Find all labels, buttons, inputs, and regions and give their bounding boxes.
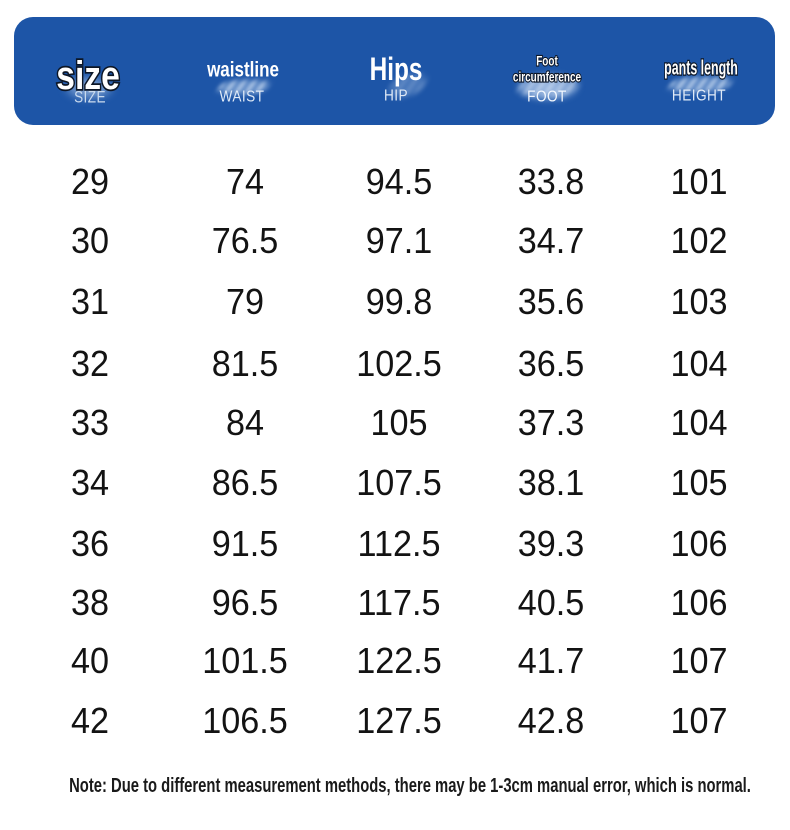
svg-text:Foot: Foot bbox=[536, 53, 558, 69]
svg-text:size: size bbox=[56, 53, 119, 97]
svg-text:pants length: pants length bbox=[664, 56, 738, 79]
svg-text:circumference: circumference bbox=[513, 69, 582, 85]
